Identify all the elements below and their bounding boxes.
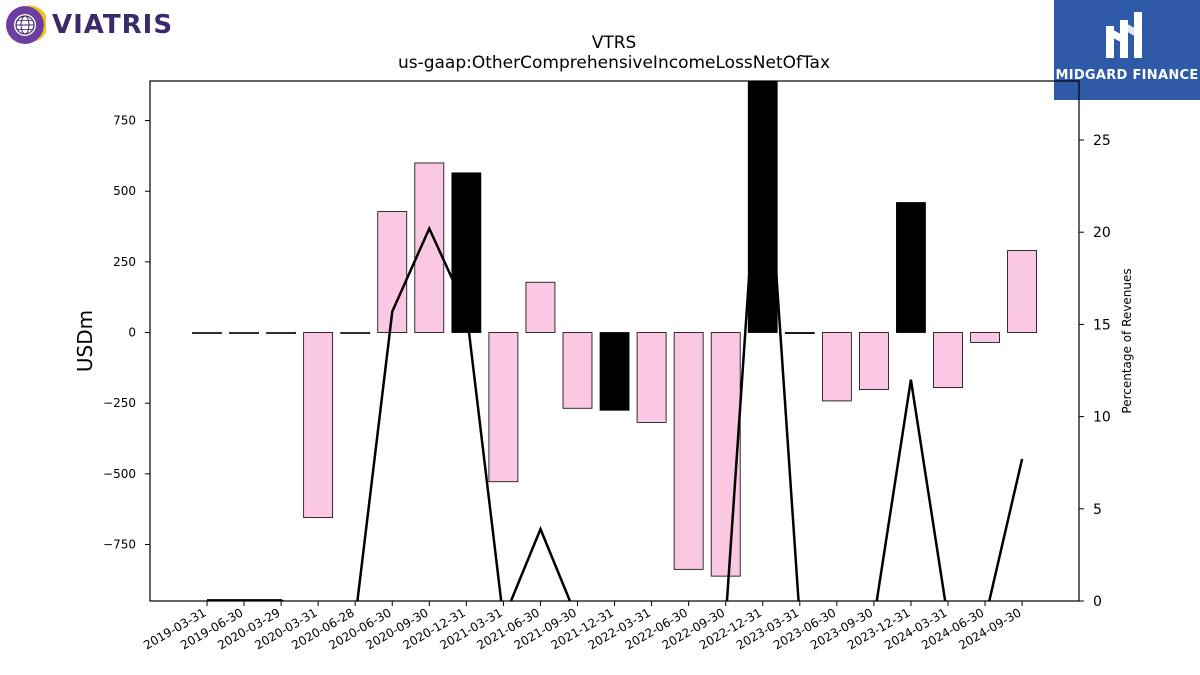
bar xyxy=(192,332,222,334)
chart-title: VTRS xyxy=(592,33,637,53)
line-group xyxy=(207,81,1024,601)
bars-group xyxy=(192,80,1037,577)
bar xyxy=(451,172,482,333)
y2-tick-label: 0 xyxy=(1093,594,1102,610)
bar xyxy=(414,162,445,333)
bar xyxy=(1007,250,1037,333)
bar xyxy=(784,332,815,334)
bar xyxy=(673,332,704,570)
y-axis-label: USDm xyxy=(73,310,97,372)
y2-tick-label: 15 xyxy=(1093,317,1111,333)
y-tick-label: −750 xyxy=(103,537,136,551)
y2-axis-label: Percentage of Revenues xyxy=(1120,268,1134,413)
y-tick-label: 250 xyxy=(113,255,136,269)
midgard-emblem-icon xyxy=(1106,12,1142,58)
viatris-logo: VIATRIS xyxy=(4,4,173,46)
bar xyxy=(970,332,1000,343)
bar xyxy=(821,332,852,402)
bar xyxy=(933,332,963,389)
bar xyxy=(599,332,630,411)
y2-tick-label: 20 xyxy=(1093,225,1111,241)
midgard-finance-logo-text: MIDGARD FINANCE xyxy=(1055,68,1199,83)
y-tick-label: 500 xyxy=(113,184,136,198)
bar xyxy=(562,332,593,409)
bar xyxy=(710,332,741,577)
bar xyxy=(859,332,889,391)
bar xyxy=(266,332,297,334)
y2-axis-ticks: 0 5 10 15 20 25 xyxy=(1079,133,1111,610)
bar xyxy=(896,202,926,333)
bar xyxy=(525,281,556,333)
x-axis-ticks: 2019-03-312019-06-302020-03-292020-03-31… xyxy=(141,601,1024,652)
midgard-finance-logo: MIDGARD FINANCE xyxy=(1054,0,1200,100)
bar xyxy=(229,332,259,334)
revenue-percentage-line xyxy=(207,81,1024,601)
viatris-logo-text: VIATRIS xyxy=(52,10,174,40)
globe-icon xyxy=(6,5,46,44)
y2-tick-label: 25 xyxy=(1093,133,1111,149)
bar xyxy=(303,332,334,519)
bar xyxy=(488,332,519,483)
y-tick-label: −250 xyxy=(103,396,136,410)
y-tick-label: 0 xyxy=(128,326,136,340)
chart-subtitle: us-gaap:OtherComprehensiveIncomeLossNetO… xyxy=(398,53,830,73)
y-tick-label: −500 xyxy=(103,467,136,481)
y-axis-ticks: −750 −500 −250 0 250 500 750 xyxy=(103,114,150,551)
y2-tick-label: 5 xyxy=(1093,502,1102,518)
bar xyxy=(636,332,667,423)
y2-tick-label: 10 xyxy=(1093,410,1111,426)
y-tick-label: 750 xyxy=(113,114,136,128)
bar xyxy=(340,332,371,334)
